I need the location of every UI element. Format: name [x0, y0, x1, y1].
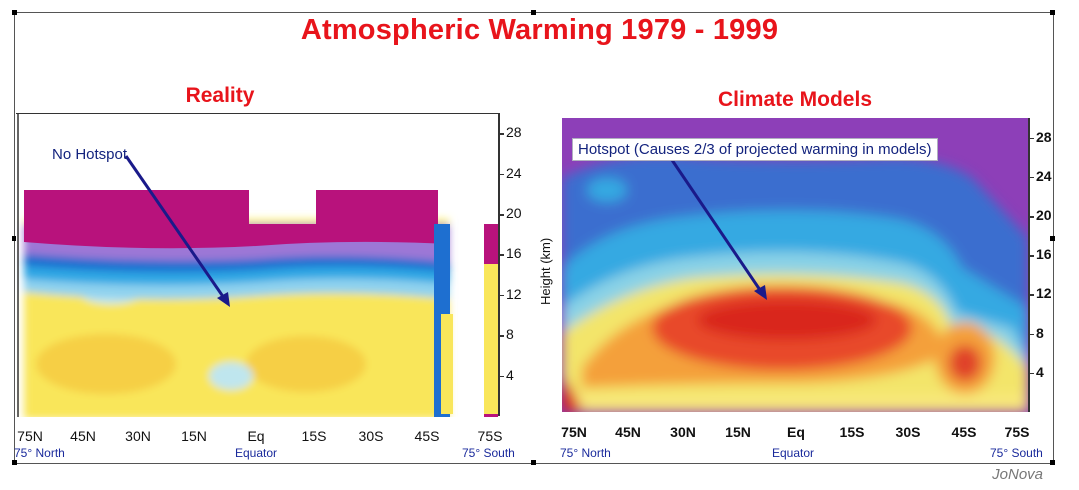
y-tick-label: 20 — [506, 205, 522, 221]
x-tick-label: 75S — [1004, 424, 1030, 440]
x-tick-label: 75S — [477, 428, 503, 444]
x-tick-label: Eq — [247, 428, 265, 444]
no-hotspot-label: No Hotspot — [52, 146, 128, 163]
main-title: Atmospheric Warming 1979 - 1999 — [300, 14, 779, 46]
x-tick-label: 75N — [561, 424, 587, 440]
models-heatmap — [562, 118, 1028, 412]
y-tick-label: 16 — [1036, 246, 1052, 263]
panel-title-models: Climate Models — [717, 88, 873, 111]
x-tick-label: 30N — [125, 428, 151, 444]
hotspot-arrow — [670, 159, 767, 300]
hotspot-label: Hotspot (Causes 2/3 of projected warming… — [572, 138, 938, 161]
y-tick-label: 12 — [506, 285, 522, 302]
reality-x-ticks: 75N 45N 30N 15N Eq 15S 30S 45S 75S — [16, 428, 502, 446]
credit-label: JoNova — [992, 466, 1043, 483]
y-tick-label: 8 — [506, 326, 514, 343]
x-tick-label: 30N — [670, 424, 696, 440]
frame-handle — [12, 460, 17, 465]
frame-handle — [1050, 10, 1055, 15]
x-tick-label: 30S — [895, 424, 921, 440]
reality-sublabel-equator: Equator — [235, 446, 278, 460]
x-tick-label: 30S — [358, 428, 384, 444]
y-tick-mark — [498, 173, 504, 176]
x-tick-label: Eq — [787, 424, 805, 440]
models-x-ticks: 75N 45N 30N 15N Eq 15S 30S 45S 75S — [561, 424, 1030, 442]
y-tick-mark — [498, 294, 504, 297]
y-tick-label: 8 — [1036, 324, 1044, 341]
reality-y-axis — [498, 113, 500, 416]
y-tick-mark — [1028, 176, 1034, 179]
y-tick-label: 20 — [1036, 207, 1052, 223]
y-tick-mark — [1028, 294, 1034, 296]
frame-handle — [12, 10, 17, 15]
x-tick-label: 45N — [615, 424, 641, 440]
y-tick-label: 24 — [506, 164, 522, 181]
y-tick-mark — [1028, 216, 1034, 218]
x-tick-label: 75N — [17, 428, 43, 444]
y-tick-mark — [498, 375, 504, 378]
frame-handle — [1050, 460, 1055, 465]
models-y-axis — [1028, 118, 1030, 412]
models-y-axis-label: Height (km) — [538, 237, 553, 305]
y-tick-label: 16 — [506, 245, 522, 262]
y-tick-label: 28 — [1036, 128, 1052, 145]
frame-handle — [12, 236, 17, 241]
x-tick-label: 15S — [839, 424, 865, 440]
x-tick-label: 15N — [181, 428, 207, 444]
panel-title-reality: Reality — [185, 84, 255, 107]
y-tick-label: 4 — [1036, 363, 1044, 380]
y-tick-mark — [1028, 137, 1034, 140]
y-tick-mark — [498, 335, 504, 337]
reality-sublabel-south: 75° South — [462, 446, 515, 460]
y-tick-label: 4 — [506, 366, 514, 383]
models-sublabel-equator: Equator — [772, 446, 815, 460]
frame-handle — [531, 10, 536, 15]
y-tick-label: 24 — [1036, 167, 1052, 184]
y-tick-mark — [498, 214, 504, 216]
reality-heatmap — [16, 113, 498, 417]
y-tick-label: 28 — [506, 124, 522, 141]
x-tick-label: 15S — [301, 428, 327, 444]
y-tick-mark — [1028, 372, 1034, 375]
y-tick-mark — [1028, 255, 1034, 257]
no-hotspot-arrow — [124, 155, 230, 307]
y-tick-mark — [1028, 333, 1034, 336]
x-tick-label: 15N — [725, 424, 751, 440]
models-sublabel-south: 75° South — [990, 446, 1043, 460]
y-tick-mark — [498, 254, 504, 256]
reality-sublabel-north: 75° North — [14, 446, 65, 460]
frame-handle — [1050, 236, 1055, 241]
x-tick-label: 45S — [951, 424, 977, 440]
frame-handle — [531, 460, 536, 465]
y-tick-label: 12 — [1036, 285, 1052, 302]
models-sublabel-north: 75° North — [560, 446, 611, 460]
x-tick-label: 45S — [414, 428, 440, 444]
x-tick-label: 45N — [70, 428, 96, 444]
y-tick-mark — [498, 133, 504, 135]
